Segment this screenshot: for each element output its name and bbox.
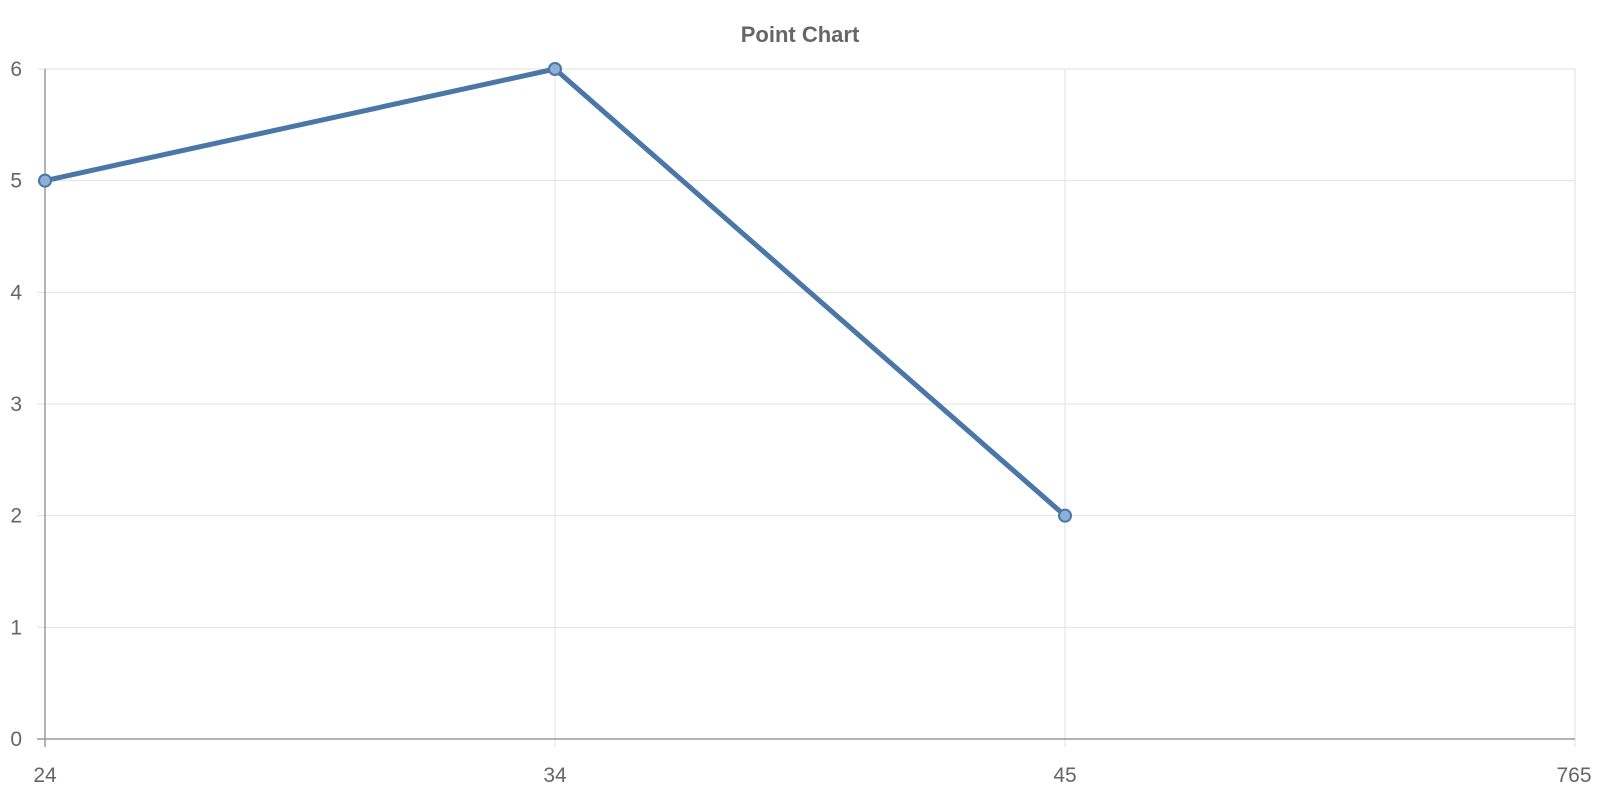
y-tick-label: 4 (10, 281, 22, 304)
x-tick-label: 34 (543, 764, 567, 787)
series-layer (38, 62, 1072, 523)
grid (37, 68, 1576, 747)
data-point[interactable] (1058, 508, 1072, 523)
chart-title: Point Chart (741, 22, 860, 47)
y-tick-label: 3 (10, 393, 22, 416)
x-tick-label: 24 (33, 764, 57, 787)
axes (37, 69, 1575, 747)
x-tick-label: 45 (1053, 764, 1076, 787)
y-tick-label: 1 (10, 616, 22, 639)
data-point[interactable] (38, 173, 52, 188)
x-tick-label: 765 (1556, 764, 1591, 787)
y-tick-label: 0 (10, 728, 22, 751)
y-tick-label: 5 (10, 170, 22, 193)
y-tick-label: 2 (10, 505, 22, 528)
y-tick-label: 6 (10, 58, 22, 81)
data-point[interactable] (548, 62, 562, 76)
